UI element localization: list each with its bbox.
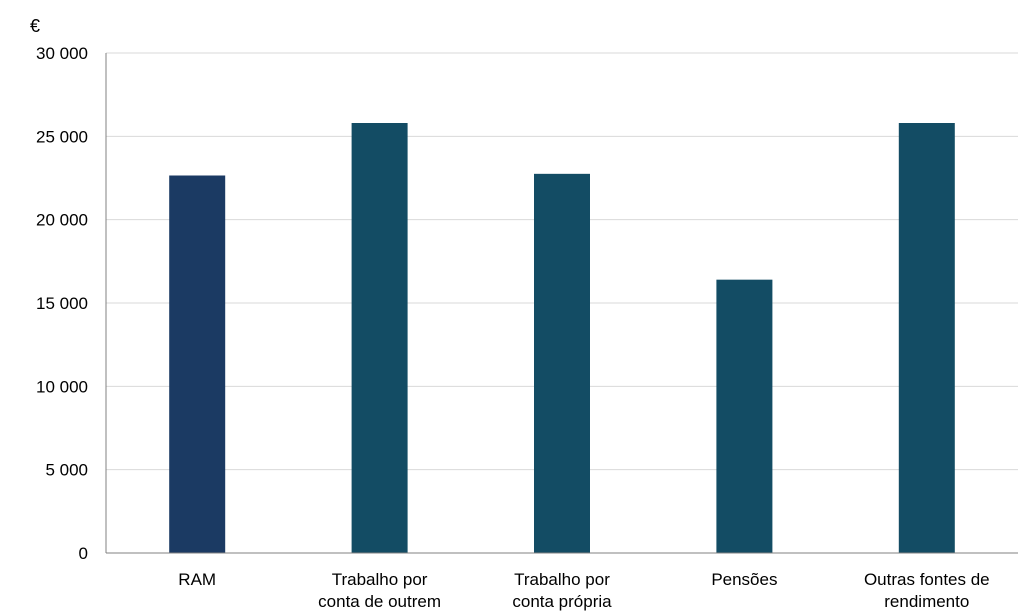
y-tick-label: 30 000 [36, 44, 88, 63]
y-tick-label: 10 000 [36, 377, 88, 396]
x-category-label: Outras fontes de rendimento [864, 570, 990, 611]
y-tick-label: 5 000 [45, 461, 88, 480]
y-tick-label: 20 000 [36, 211, 88, 230]
bars [169, 123, 955, 554]
bar [351, 123, 408, 553]
y-tick-label: 0 [79, 544, 88, 563]
x-category-label: Trabalho por conta de outrem [318, 570, 441, 611]
y-axis-unit-label: € [30, 16, 40, 36]
y-axis-tick-labels: 0 5 000 10 000 15 000 20 000 25 000 30 000 [36, 44, 88, 563]
x-category-label-line: Pensões [711, 570, 777, 589]
x-category-label-line: rendimento [884, 592, 969, 611]
bar [534, 173, 590, 554]
x-category-label: Pensões [711, 570, 777, 589]
y-tick-label: 25 000 [36, 127, 88, 146]
x-category-label-line: conta de outrem [318, 592, 441, 611]
x-category-label-line: Outras fontes de [864, 570, 990, 589]
bar [716, 279, 773, 553]
bar [898, 123, 955, 553]
x-category-label: Trabalho por conta própria [512, 570, 612, 611]
x-category-label-line: conta própria [512, 592, 612, 611]
x-category-label-line: Trabalho por [332, 570, 428, 589]
x-category-label-line: RAM [178, 570, 216, 589]
x-category-label-line: Trabalho por [514, 570, 610, 589]
axes [105, 53, 1018, 554]
y-tick-label: 15 000 [36, 294, 88, 313]
bar [169, 175, 226, 553]
x-category-label: RAM [178, 570, 216, 589]
